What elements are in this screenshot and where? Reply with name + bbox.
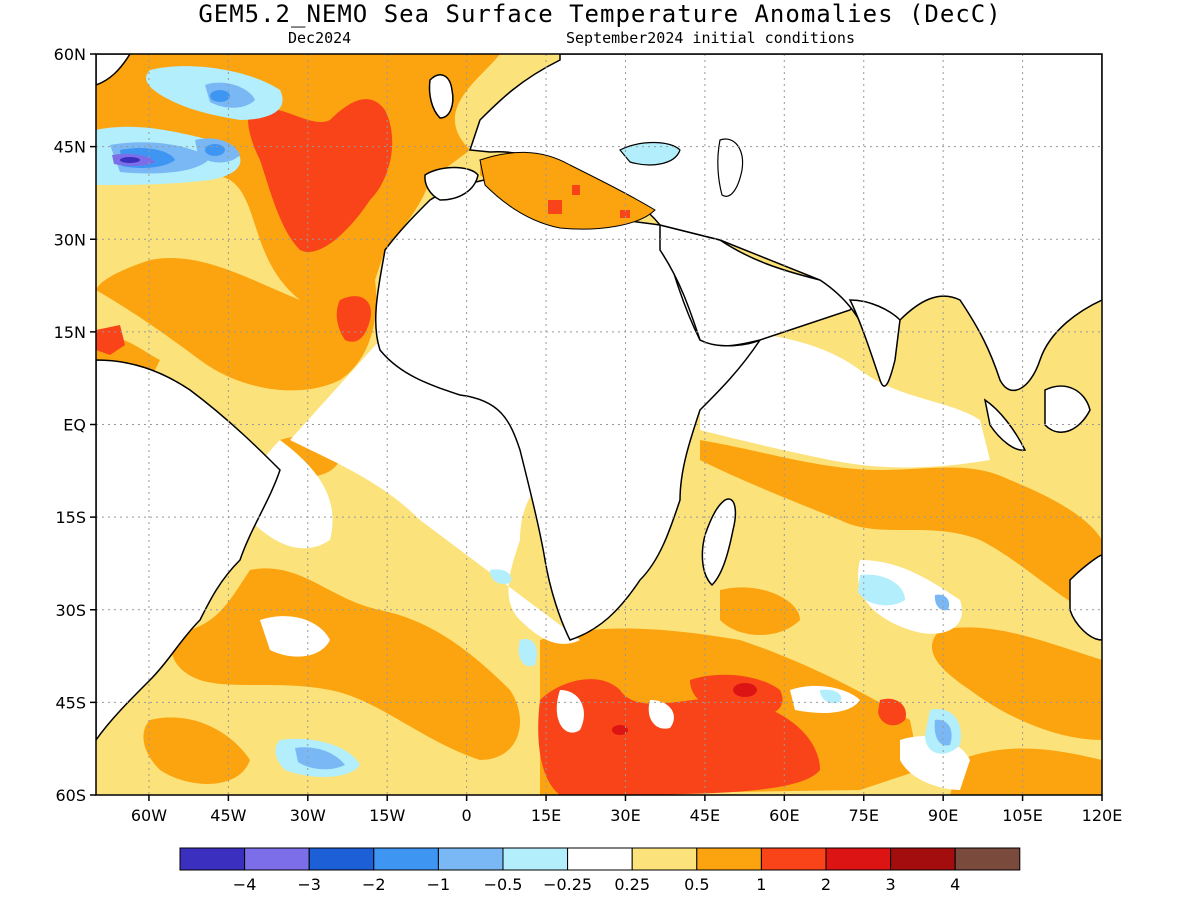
lon-tick-label: 45W — [210, 806, 246, 825]
longitude-ticks: 60W 45W 30W 15W 0 15E 30E 45E 60E 75E 90E 105E 120E — [131, 795, 1122, 825]
lon-tick-label: 90E — [928, 806, 958, 825]
lat-tick-label: 15S — [55, 508, 86, 527]
latitude-ticks: 60N 45N 30N 15N EQ 15S 30S 45S 60S — [54, 45, 96, 805]
extreme-cold-spot — [120, 157, 140, 163]
colorbar-label: −2 — [362, 875, 386, 894]
colorbar-swatch — [631, 847, 698, 871]
colorbar-label: 3 — [886, 875, 896, 894]
lon-tick-label: 30E — [610, 806, 640, 825]
colorbar-swatch — [567, 847, 633, 871]
mediterranean-hot-spots — [548, 185, 630, 218]
colorbar-swatch — [760, 847, 827, 871]
colorbar-label: −4 — [233, 875, 257, 894]
colorbar — [179, 847, 1021, 871]
colorbar-labels: −4 −3 −2 −1 −0.5 −0.25 0.25 0.5 1 2 3 4 — [233, 875, 960, 894]
colorbar-label: 0.25 — [614, 875, 650, 894]
lat-tick-label: 30N — [54, 230, 86, 249]
colorbar-swatch — [890, 847, 956, 871]
lat-tick-label: 15N — [54, 323, 86, 342]
india-peninsula — [848, 299, 901, 387]
colorbar-swatch — [373, 847, 439, 871]
borneo — [1044, 385, 1091, 433]
caspian-sea — [717, 138, 744, 197]
colorbar-label: −1 — [427, 875, 451, 894]
colorbar-swatch — [437, 847, 504, 871]
lat-tick-label: 30S — [55, 601, 86, 620]
sumatra — [983, 398, 1027, 451]
colorbar-swatch — [825, 847, 892, 871]
colorbar-label: −3 — [297, 875, 321, 894]
lat-tick-label: 60S — [55, 786, 86, 805]
chart-title: GEM5.2_NEMO Sea Surface Temperature Anom… — [198, 0, 1002, 28]
colorbar-swatch — [244, 847, 310, 871]
lon-tick-label: 105E — [1002, 806, 1043, 825]
map-field — [96, 54, 1102, 795]
colorbar-label: 4 — [950, 875, 960, 894]
colorbar-swatch — [696, 847, 762, 871]
australia-edge — [1069, 554, 1102, 641]
colorbar-swatch — [308, 847, 375, 871]
arabian-peninsula — [659, 224, 855, 347]
colorbar-swatch — [954, 847, 1021, 871]
lon-tick-label: 60E — [769, 806, 799, 825]
init-conditions-label: September2024 initial conditions — [566, 29, 855, 47]
lon-tick-label: 45E — [690, 806, 720, 825]
lon-tick-label: 75E — [849, 806, 879, 825]
lat-tick-label: 60N — [54, 45, 86, 64]
lat-tick-label: EQ — [63, 416, 86, 435]
south-america-landmass — [96, 359, 281, 742]
colorbar-label: 1 — [756, 875, 766, 894]
valid-month-label: Dec2024 — [288, 29, 352, 47]
british-isles — [428, 74, 454, 119]
colorbar-swatch — [179, 847, 246, 871]
lat-tick-label: 45S — [55, 693, 86, 712]
lon-tick-label: 15E — [531, 806, 561, 825]
land-masses — [96, 54, 1102, 742]
lon-tick-label: 0 — [462, 806, 472, 825]
colorbar-label: −0.5 — [484, 875, 523, 894]
lon-tick-label: 60W — [131, 806, 167, 825]
madagascar — [701, 498, 737, 587]
hot-anomaly-regions — [96, 99, 906, 795]
lon-tick-label: 30W — [290, 806, 326, 825]
lon-tick-label: 120E — [1082, 806, 1123, 825]
iberia — [424, 166, 479, 201]
black-sea — [619, 141, 681, 166]
lon-tick-label: 15W — [369, 806, 405, 825]
lat-tick-label: 45N — [54, 138, 86, 157]
colorbar-label: −0.25 — [543, 875, 592, 894]
colorbar-label: 2 — [821, 875, 831, 894]
mediterranean-sea — [479, 151, 656, 230]
colorbar-swatch — [502, 847, 569, 871]
colorbar-label: 0.5 — [684, 875, 709, 894]
